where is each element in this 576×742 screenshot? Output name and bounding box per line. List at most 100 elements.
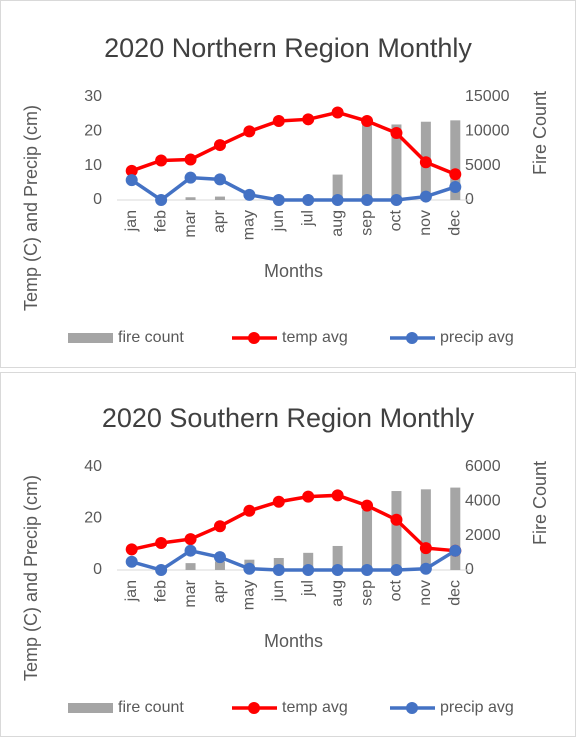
legend-swatch: [406, 702, 418, 714]
y-tick-label: 10: [84, 157, 102, 174]
point: [302, 564, 315, 576]
x-tick-label: dec: [447, 210, 464, 236]
bar: [362, 121, 373, 200]
point: [125, 543, 138, 556]
point: [331, 489, 344, 502]
point: [184, 544, 197, 557]
y-tick-label: 20: [84, 510, 102, 527]
x-tick-label: jun: [270, 210, 287, 232]
point: [361, 115, 374, 128]
point: [272, 194, 285, 206]
point: [184, 153, 197, 166]
x-tick-label: mar: [182, 209, 199, 237]
point: [331, 106, 344, 119]
y2-tick-label: 15000: [465, 88, 510, 105]
point: [213, 139, 226, 152]
y2-tick-label: 5000: [465, 157, 501, 174]
x-tick-label: may: [241, 580, 258, 610]
point: [272, 564, 285, 576]
line: [130, 175, 456, 203]
legend-swatch: [406, 332, 418, 344]
legend-swatch: [68, 333, 113, 343]
x-tick-label: nov: [417, 580, 434, 606]
bar: [420, 489, 431, 570]
point: [390, 564, 403, 576]
bar: [450, 487, 461, 570]
bar: [391, 124, 402, 200]
x-tick-label: feb: [152, 580, 169, 602]
y-axis-title: Temp (C) and Precip (cm): [21, 475, 41, 681]
point: [361, 194, 374, 206]
point: [125, 555, 138, 568]
point: [272, 115, 285, 128]
bar: [362, 509, 373, 570]
point: [390, 513, 403, 526]
point: [390, 127, 403, 140]
legend-label: precip avg: [440, 699, 514, 716]
x-tick-label: jul: [299, 210, 316, 227]
x-tick-label: jul: [299, 580, 316, 597]
x-tick-label: feb: [152, 210, 169, 232]
point: [302, 490, 315, 503]
x-tick-label: dec: [447, 580, 464, 606]
y-tick-label: 0: [93, 561, 102, 578]
bar: [332, 545, 343, 570]
x-tick-label: apr: [211, 579, 228, 603]
y-tick-label: 20: [84, 123, 102, 140]
y2-tick-label: 2000: [465, 527, 501, 544]
x-tick-label: sep: [358, 210, 375, 236]
bar: [214, 196, 225, 200]
bar: [391, 491, 402, 570]
point: [449, 168, 462, 181]
point: [302, 194, 315, 206]
x-tick-label: jan: [123, 580, 140, 602]
x-axis-title: Months: [264, 261, 323, 281]
y2-tick-label: 10000: [465, 123, 510, 140]
y2-tick-label: 4000: [465, 493, 501, 510]
point: [184, 533, 197, 546]
point: [361, 564, 374, 576]
legend-label: temp avg: [282, 699, 348, 716]
point: [331, 564, 344, 576]
point: [331, 194, 344, 206]
point: [243, 504, 256, 517]
point: [155, 154, 168, 167]
y-axis-title: Temp (C) and Precip (cm): [21, 105, 41, 311]
y-tick-label: 30: [84, 88, 102, 105]
point: [272, 495, 285, 508]
y2-axis-title: Fire Count: [530, 461, 550, 545]
x-tick-label: nov: [417, 210, 434, 236]
line: [131, 548, 457, 572]
x-axis-title: Months: [264, 631, 323, 651]
chart-title: 2020 Southern Region Monthly: [102, 403, 475, 433]
bar: [332, 174, 343, 200]
x-tick-label: sep: [358, 580, 375, 606]
point: [419, 156, 432, 169]
bar: [273, 557, 284, 570]
y-tick-label: 40: [84, 458, 102, 475]
x-tick-label: jan: [123, 210, 140, 232]
y2-tick-label: 6000: [465, 458, 501, 475]
point: [419, 190, 432, 203]
x-tick-label: oct: [388, 579, 405, 601]
point: [419, 562, 432, 575]
y2-axis-title: Fire Count: [530, 91, 550, 175]
bar: [303, 552, 314, 570]
x-tick-label: oct: [388, 209, 405, 231]
point: [184, 171, 197, 184]
x-tick-label: jun: [270, 580, 287, 602]
x-tick-label: mar: [182, 579, 199, 607]
point: [243, 125, 256, 138]
bar: [185, 197, 196, 200]
point: [449, 180, 462, 193]
legend-swatch: [68, 703, 113, 713]
legend-swatch: [248, 332, 260, 344]
point: [243, 188, 256, 201]
y-tick-label: 0: [93, 191, 102, 208]
point: [125, 174, 138, 187]
point: [419, 542, 432, 555]
chart-title: 2020 Northern Region Monthly: [104, 33, 472, 63]
point: [125, 164, 138, 177]
point: [155, 536, 168, 549]
